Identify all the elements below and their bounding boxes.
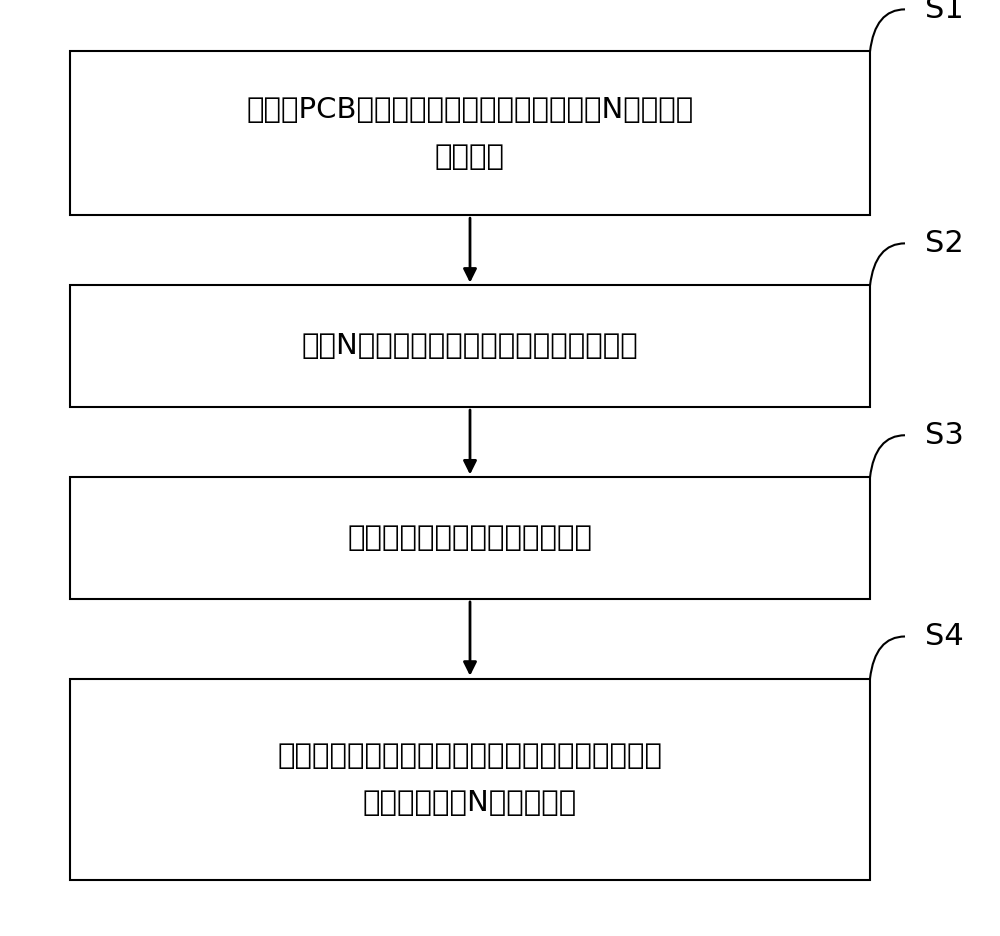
Text: S2: S2 — [925, 229, 964, 257]
Bar — [70, 285, 870, 407]
Text: S4: S4 — [925, 622, 964, 651]
Text: 将所述第二粗线移动至目标位置: 将所述第二粗线移动至目标位置 — [348, 524, 592, 552]
Text: 在当前PCB板内，利用一对差分信号线生成N对待处理: 在当前PCB板内，利用一对差分信号线生成N对待处理 — [246, 96, 694, 124]
Text: 准，再次生成N对差分线对: 准，再次生成N对差分线对 — [363, 789, 577, 816]
Text: S1: S1 — [925, 0, 964, 23]
Text: 利用N对所述待处理差分线对生成第二粗线: 利用N对所述待处理差分线对生成第二粗线 — [302, 332, 638, 360]
Bar — [70, 477, 870, 599]
Bar — [70, 679, 870, 880]
Text: 在所述目标位置处，以所述第二粗线的中心线为基: 在所述目标位置处，以所述第二粗线的中心线为基 — [278, 742, 662, 769]
Text: 差分线对: 差分线对 — [435, 143, 505, 170]
Bar — [70, 51, 870, 215]
Text: S3: S3 — [925, 421, 964, 449]
